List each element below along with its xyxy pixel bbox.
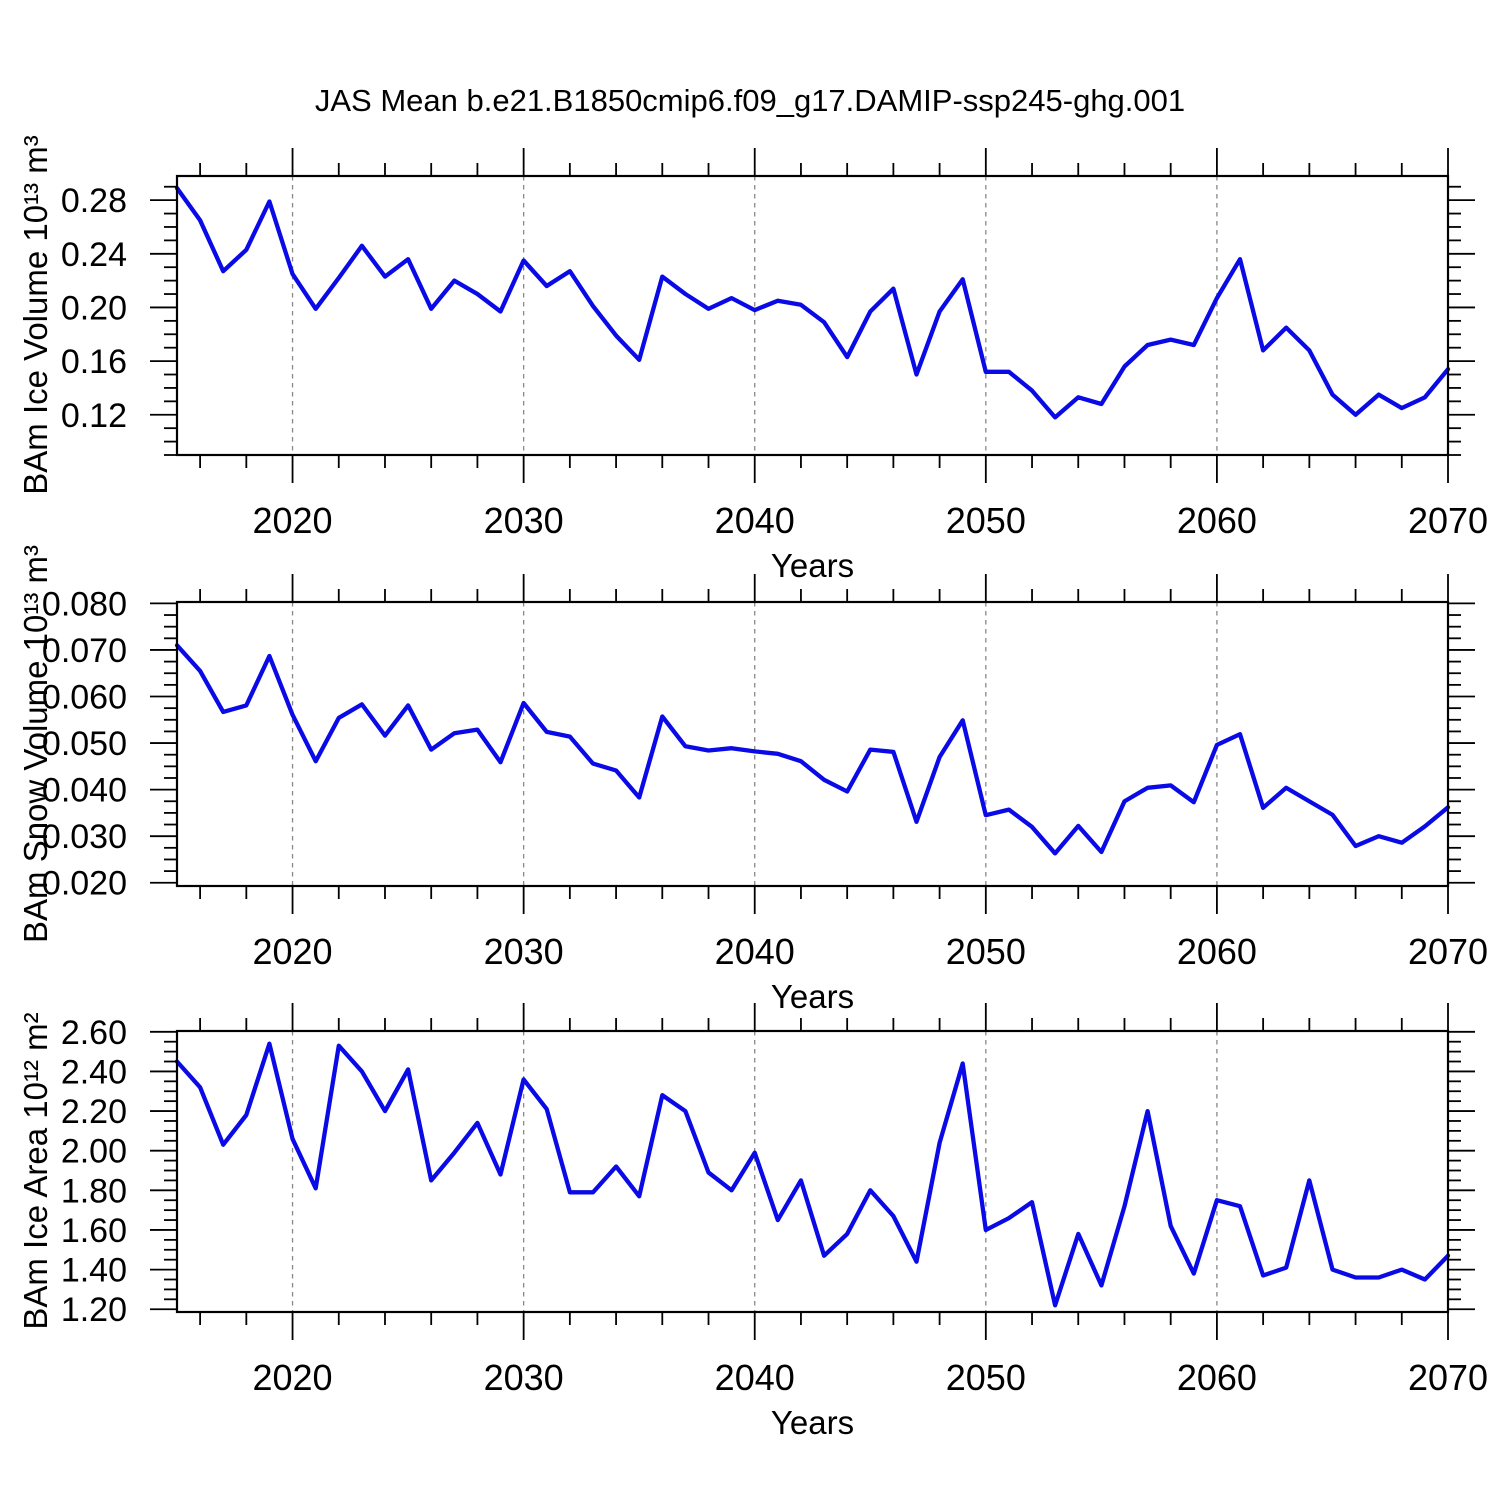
- x-tick-label: 2070: [1408, 931, 1488, 972]
- x-tick-label: 2060: [1177, 1357, 1257, 1398]
- plot-frame: [175, 600, 1450, 888]
- x-axis-title: Years: [771, 978, 854, 1015]
- panel-ice-volume: 2020 2030 2040 2050 2060 2070 0.12 0.16 0.20 0.24…: [61, 148, 1488, 584]
- y-tick-label: 0.040: [42, 772, 127, 810]
- y-tick-label: 0.060: [42, 679, 127, 717]
- y-tick-label: 0.16: [61, 343, 127, 381]
- y-tick-label: 0.28: [61, 182, 127, 220]
- y-tick-label: 0.030: [42, 818, 127, 856]
- plot-frame: [175, 1029, 1450, 1314]
- y-tick-label: 2.00: [61, 1133, 127, 1171]
- x-axis-title: Years: [771, 1404, 854, 1441]
- x-axis-title: Years: [771, 547, 854, 584]
- y-tick-label: 2.20: [61, 1093, 127, 1131]
- x-tick-label: 2030: [484, 931, 564, 972]
- y-tick-label: 1.20: [61, 1291, 127, 1329]
- x-tick-label: 2050: [946, 500, 1026, 541]
- y-tick-label: 0.080: [42, 585, 127, 623]
- y-tick-label: 0.070: [42, 632, 127, 670]
- x-tick-label: 2020: [252, 500, 332, 541]
- x-tick-label: 2070: [1408, 1357, 1488, 1398]
- x-tick-label: 2040: [715, 1357, 795, 1398]
- x-tick-label: 2030: [484, 500, 564, 541]
- x-tick-label: 2030: [484, 1357, 564, 1398]
- y-tick-label: 0.20: [61, 289, 127, 327]
- chart-title: JAS Mean b.e21.B1850cmip6.f09_g17.DAMIP-…: [314, 83, 1186, 118]
- y-tick-label: 1.60: [61, 1212, 127, 1250]
- x-tick-label: 2020: [252, 1357, 332, 1398]
- x-tick-label: 2060: [1177, 931, 1257, 972]
- data-line-ice-area: [174, 1041, 1451, 1308]
- x-tick-label: 2050: [946, 1357, 1026, 1398]
- x-tick-label: 2060: [1177, 500, 1257, 541]
- x-tick-label: 2040: [715, 500, 795, 541]
- y-tick-label: 2.60: [61, 1014, 127, 1052]
- x-tick-label: 2070: [1408, 500, 1488, 541]
- y-tick-label: 1.40: [61, 1252, 127, 1290]
- data-line-snow-volume: [174, 643, 1451, 856]
- y-tick-label: 0.24: [61, 236, 127, 274]
- x-tick-label: 2050: [946, 931, 1026, 972]
- panel-ice-area: 2020 2030 2040 2050 2060 2070 1.201.401.601.80…: [61, 1003, 1488, 1441]
- x-tick-label: 2040: [715, 931, 795, 972]
- y-tick-label: 0.050: [42, 725, 127, 763]
- panel-snow-volume: 2020 2030 2040 2050 2060 2070 0.020 0.030 0.040 0…: [42, 574, 1488, 1015]
- plot-frame: [175, 174, 1450, 457]
- x-tick-label: 2020: [252, 931, 332, 972]
- y-tick-label: 0.12: [61, 397, 127, 435]
- y-tick-label: 2.40: [61, 1053, 127, 1091]
- y-tick-label: 0.020: [42, 865, 127, 903]
- y-tick-label: 1.80: [61, 1172, 127, 1210]
- data-line-ice-volume: [174, 185, 1451, 420]
